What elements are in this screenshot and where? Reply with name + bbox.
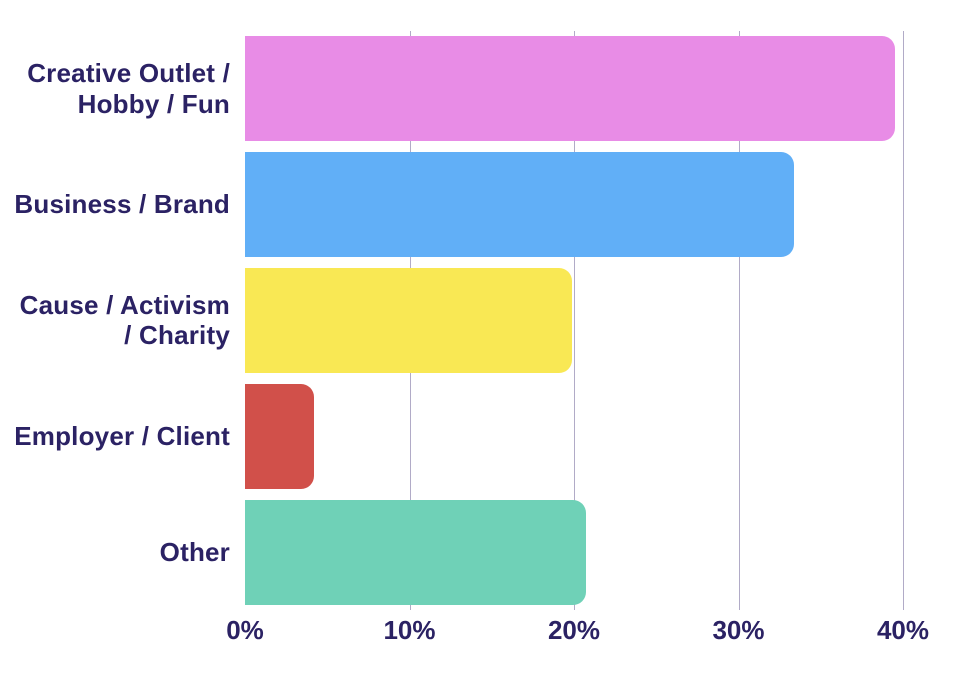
chart-row: Employer / Client — [0, 378, 960, 494]
x-axis: 0% 10% 20% 30% 40% — [226, 615, 935, 651]
category-label: Business / Brand — [0, 189, 230, 219]
category-label-line: Creative Outlet / — [27, 58, 230, 89]
bar-cause-activism — [245, 267, 573, 373]
bar-track — [245, 152, 960, 258]
category-label: Employer / Client — [0, 421, 230, 451]
chart-row: Cause / Activism / Charity — [0, 263, 960, 379]
bar-track — [245, 499, 960, 605]
chart-row: Other — [0, 494, 960, 610]
bar-business-brand — [245, 152, 795, 258]
gridline-40 — [903, 31, 904, 610]
x-tick-label-40: 40% — [876, 615, 930, 645]
x-tick-label-30: 30% — [712, 615, 765, 645]
category-label: Cause / Activism / Charity — [0, 290, 230, 351]
bar-other — [245, 499, 586, 605]
bar-track — [245, 36, 960, 142]
category-label-line: Hobby / Fun — [77, 88, 230, 119]
category-label-line: Other — [159, 536, 230, 567]
category-label: Creative Outlet / Hobby / Fun — [0, 58, 230, 119]
gridline-30 — [738, 31, 740, 610]
chart-row: Business / Brand — [0, 147, 960, 263]
category-label-line: Cause / Activism — [19, 290, 230, 321]
bar-track — [245, 383, 960, 489]
category-label-line: / Charity — [124, 320, 230, 351]
chart-row: Creative Outlet / Hobby / Fun — [0, 31, 960, 147]
x-tick-label-20: 20% — [547, 615, 601, 645]
category-label: Other — [0, 537, 230, 567]
bar-track — [245, 267, 960, 373]
gridline-20 — [574, 31, 575, 610]
category-label-line: Employer / Client — [14, 421, 230, 452]
x-tick-label-10: 10% — [383, 615, 436, 645]
category-label-line: Business / Brand — [14, 189, 230, 220]
chart-rows: Creative Outlet / Hobby / Fun Business /… — [0, 31, 960, 610]
bar-employer-client — [245, 383, 315, 489]
x-tick-label-0: 0% — [226, 615, 264, 645]
bar-creative-outlet — [245, 36, 895, 142]
